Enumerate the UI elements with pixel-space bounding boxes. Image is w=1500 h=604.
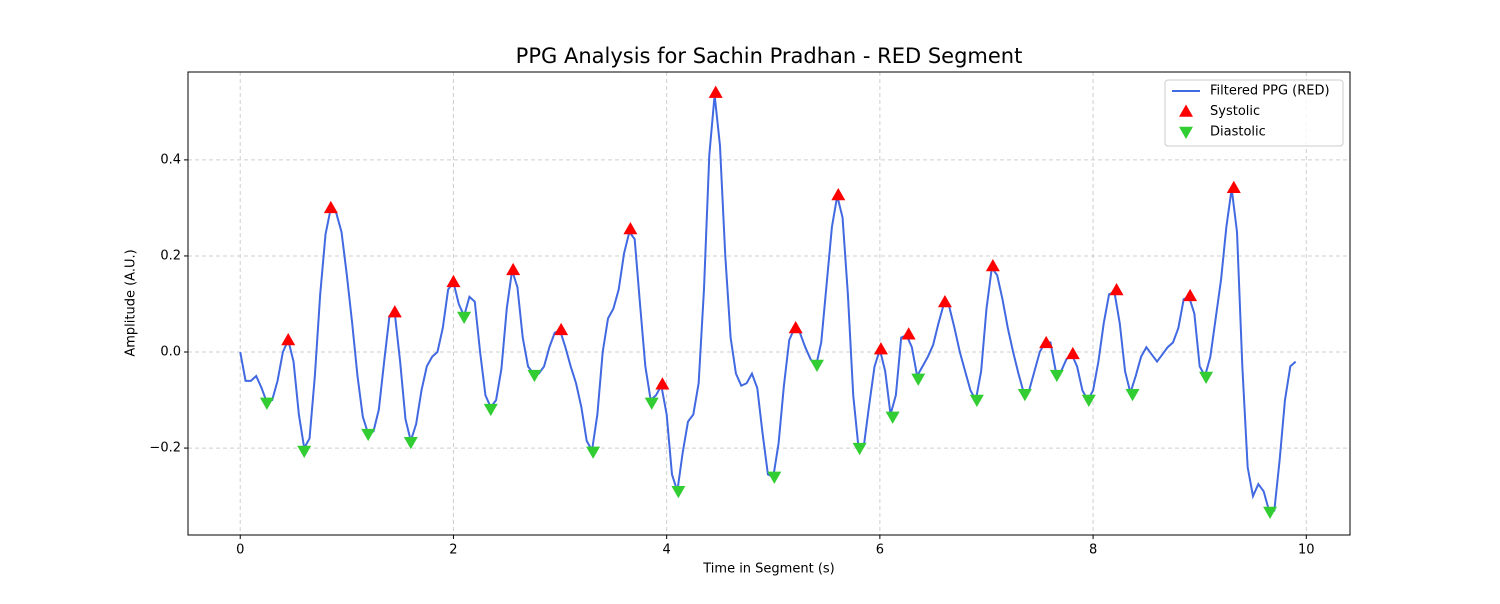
diastolic-marker — [527, 369, 542, 383]
diastolic-marker — [1081, 394, 1096, 408]
diastolic-marker — [361, 428, 376, 442]
diastolic-marker — [483, 403, 498, 417]
systolic-marker — [1039, 335, 1054, 349]
systolic-marker — [708, 85, 723, 98]
legend: Filtered PPG (RED) Systolic Diastolic — [1164, 79, 1344, 147]
diastolic-marker — [259, 397, 274, 410]
diastolic-marker — [403, 437, 418, 450]
systolic-marker — [1183, 288, 1198, 302]
y-tick-label: −0.2 — [149, 441, 181, 456]
systolic-marker — [446, 274, 461, 288]
diastolic-marker — [809, 359, 824, 372]
systolic-marker — [281, 333, 296, 346]
systolic-marker — [506, 262, 521, 276]
systolic-marker — [831, 187, 846, 201]
y-axis-label: Amplitude (A.U.) — [124, 249, 139, 356]
systolic-marker — [1109, 283, 1124, 296]
systolic-marker — [937, 295, 952, 308]
systolic-marker — [901, 327, 916, 340]
x-tick-label: 8 — [1089, 543, 1097, 558]
systolic-marker — [623, 222, 638, 235]
diastolic-marker — [457, 311, 472, 324]
diastolic-marker — [885, 411, 900, 424]
diastolic-marker — [644, 397, 659, 410]
diastolic-marker — [1049, 369, 1064, 383]
systolic-marker — [1226, 180, 1241, 193]
x-tick-label: 4 — [663, 543, 671, 558]
legend-swatch — [1179, 104, 1193, 117]
diastolic-marker — [671, 486, 686, 499]
diastolic-marker — [1017, 389, 1032, 402]
x-tick-label: 2 — [449, 543, 457, 558]
ppg-line — [239, 94, 1297, 512]
diastolic-marker — [586, 446, 601, 459]
diastolic-marker — [1263, 506, 1278, 519]
legend-label: Filtered PPG (RED) — [1210, 84, 1330, 99]
diastolic-marker — [852, 442, 867, 456]
diastolic-marker — [767, 471, 782, 484]
y-tick-label: 0.2 — [160, 248, 181, 263]
legend-swatch — [1179, 126, 1193, 139]
systolic-marker — [1065, 346, 1080, 360]
x-tick-label: 0 — [236, 543, 244, 558]
systolic-marker — [985, 259, 1000, 272]
axes-frame — [187, 71, 1351, 536]
systolic-marker — [323, 200, 338, 214]
legend-label: Systolic — [1210, 104, 1260, 119]
diastolic-marker — [297, 445, 312, 458]
systolic-marker — [655, 377, 670, 390]
systolic-marker — [554, 322, 569, 336]
diastolic-marker — [969, 394, 984, 408]
y-tick-label: 0.0 — [160, 345, 181, 360]
diastolic-marker — [1199, 371, 1214, 384]
chart-title: PPG Analysis for Sachin Pradhan - RED Se… — [516, 44, 1023, 68]
systolic-marker — [788, 320, 803, 334]
x-axis-label: Time in Segment (s) — [702, 562, 834, 577]
diastolic-marker — [1125, 389, 1140, 402]
y-tick-label: 0.4 — [160, 152, 181, 167]
x-tick-label: 6 — [876, 543, 884, 558]
legend-box — [1164, 79, 1344, 147]
systolic-marker — [387, 305, 402, 318]
diastolic-marker — [911, 373, 926, 386]
x-tick-label: 10 — [1298, 543, 1315, 558]
systolic-marker — [873, 342, 888, 355]
legend-label: Diastolic — [1210, 125, 1266, 140]
